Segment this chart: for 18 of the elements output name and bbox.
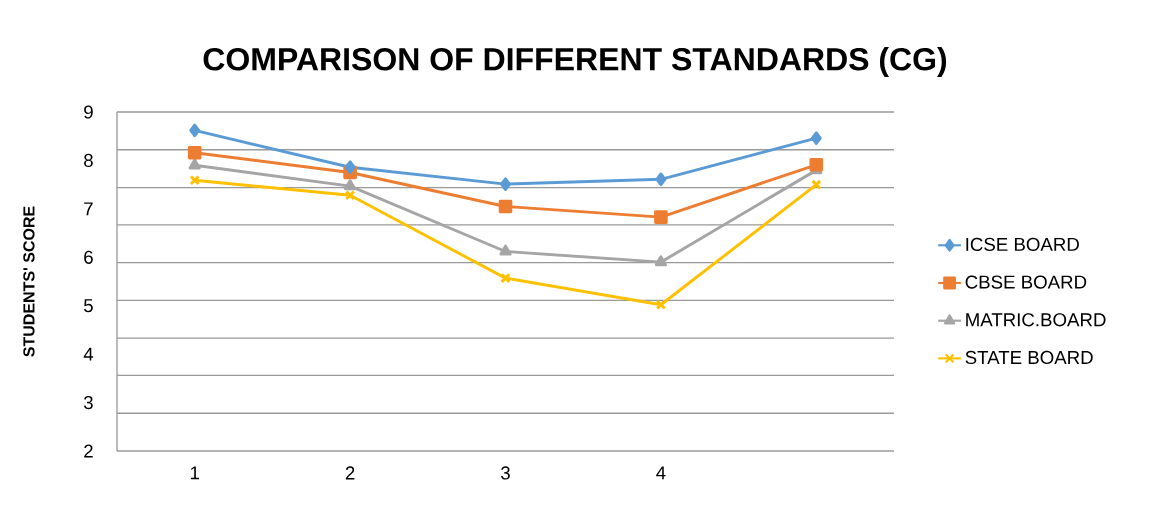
x-tick-label: 4 (656, 466, 666, 480)
x-tick-label: 1 (190, 466, 199, 480)
legend-label: CBSE BOARD (965, 275, 1087, 289)
x-tick-label: 3 (501, 466, 510, 480)
y-tick-label: 6 (84, 250, 93, 264)
y-tick-label: 9 (84, 105, 93, 119)
y-axis-title: STUDENTS' SCORE (23, 206, 35, 357)
y-tick-label: 8 (84, 153, 93, 168)
legend-label: STATE BOARD (965, 350, 1093, 365)
x-tick-label: 2 (345, 466, 355, 480)
legend-label: MATRIC.BOARD (966, 313, 1106, 327)
legend-label: ICSE BOARD (966, 237, 1079, 251)
y-tick-label: 2 (84, 444, 93, 458)
y-tick-label: 7 (84, 202, 93, 216)
y-tick-label: 3 (83, 395, 93, 410)
y-tick-label: 4 (83, 347, 94, 361)
y-tick-label: 5 (84, 299, 93, 313)
chart-title: COMPARISON OF DIFFERENT STANDARDS (CG) (203, 47, 947, 77)
